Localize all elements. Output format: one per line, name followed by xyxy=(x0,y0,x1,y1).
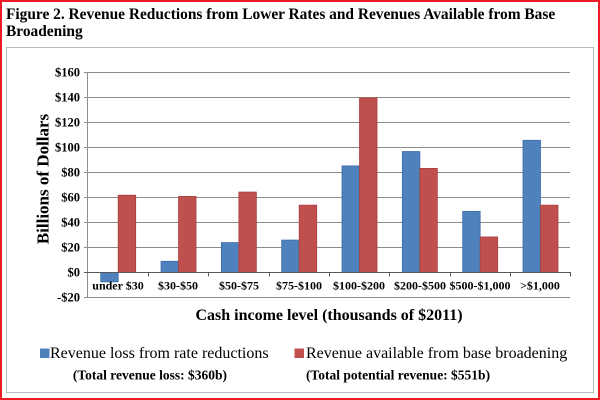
svg-text:$60: $60 xyxy=(61,191,80,205)
svg-text:under $30: under $30 xyxy=(92,279,143,293)
svg-text:$160: $160 xyxy=(55,66,80,80)
svg-text:Billions of Dollars: Billions of Dollars xyxy=(34,113,53,244)
svg-text:$30-$50: $30-$50 xyxy=(158,279,198,293)
svg-text:$140: $140 xyxy=(55,91,80,105)
svg-text:$0: $0 xyxy=(68,266,81,280)
svg-text:$80: $80 xyxy=(61,166,80,180)
svg-text:$100-$200: $100-$200 xyxy=(333,279,385,293)
svg-text:$120: $120 xyxy=(55,116,80,130)
svg-text:Revenue loss from rate reducti: Revenue loss from rate reductions xyxy=(50,345,269,362)
svg-text:-$20: -$20 xyxy=(57,291,80,305)
svg-text:>$1,000: >$1,000 xyxy=(520,279,560,293)
svg-text:$100: $100 xyxy=(55,141,80,155)
svg-text:$200-$500: $200-$500 xyxy=(394,279,446,293)
svg-text:$500-$1,000: $500-$1,000 xyxy=(450,279,511,293)
svg-text:Cash income level (thousands o: Cash income level (thousands of $2011) xyxy=(195,307,462,324)
svg-text:$40: $40 xyxy=(61,216,80,230)
svg-text:$20: $20 xyxy=(61,241,80,255)
svg-text:Revenue available from base b: Revenue available from base broadening xyxy=(306,345,567,362)
svg-text:$75-$100: $75-$100 xyxy=(276,279,322,293)
svg-text:$50-$75: $50-$75 xyxy=(219,279,259,293)
svg-text:(Total potential revenue: $551: (Total potential revenue: $551b) xyxy=(306,368,490,383)
svg-text:(Total revenue loss: $360b): (Total revenue loss: $360b) xyxy=(73,368,227,383)
